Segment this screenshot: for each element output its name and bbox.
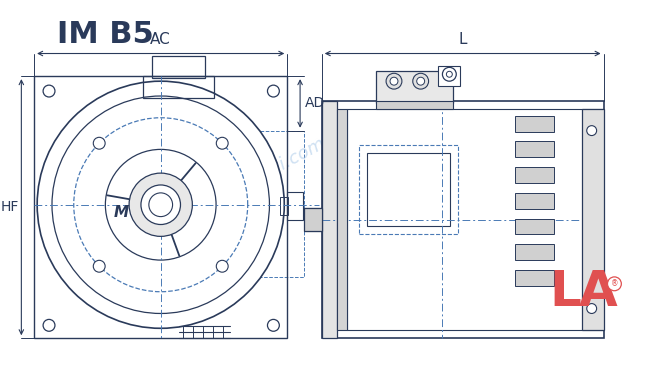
Bar xyxy=(143,76,214,98)
Bar xyxy=(515,244,554,260)
Text: www.jianghuaidianji.com: www.jianghuaidianji.com xyxy=(122,134,328,256)
Text: L: L xyxy=(458,32,467,47)
Circle shape xyxy=(267,85,280,97)
Text: IM B5: IM B5 xyxy=(57,20,153,49)
Circle shape xyxy=(587,304,597,314)
Circle shape xyxy=(141,185,181,224)
Circle shape xyxy=(94,137,105,149)
Text: L: L xyxy=(549,268,581,316)
Text: A: A xyxy=(579,268,617,316)
Text: HF: HF xyxy=(1,200,20,214)
Circle shape xyxy=(52,96,270,314)
Bar xyxy=(515,167,554,183)
Circle shape xyxy=(447,71,452,77)
Bar xyxy=(280,197,288,215)
Circle shape xyxy=(417,77,424,85)
Circle shape xyxy=(443,68,456,81)
Circle shape xyxy=(386,73,402,89)
Circle shape xyxy=(587,126,597,135)
Bar xyxy=(359,145,458,234)
Circle shape xyxy=(43,319,55,331)
Circle shape xyxy=(390,77,398,85)
Circle shape xyxy=(37,81,284,328)
Text: AC: AC xyxy=(150,32,171,47)
Bar xyxy=(515,142,554,157)
Bar xyxy=(515,219,554,234)
Text: ®: ® xyxy=(610,279,618,288)
Circle shape xyxy=(608,277,621,291)
Bar xyxy=(304,208,322,231)
Circle shape xyxy=(267,319,280,331)
Text: AD: AD xyxy=(305,96,325,110)
Bar xyxy=(322,101,604,338)
Circle shape xyxy=(105,149,216,260)
Circle shape xyxy=(43,85,55,97)
Bar xyxy=(582,109,604,330)
Circle shape xyxy=(94,260,105,272)
Bar xyxy=(367,153,450,227)
Bar xyxy=(376,101,453,109)
Circle shape xyxy=(413,73,428,89)
Bar xyxy=(322,101,337,338)
Circle shape xyxy=(149,193,173,216)
Circle shape xyxy=(129,173,192,237)
Bar xyxy=(376,71,453,103)
Circle shape xyxy=(216,260,228,272)
Text: M: M xyxy=(114,205,129,220)
Bar xyxy=(287,192,303,220)
Bar xyxy=(515,193,554,209)
Bar xyxy=(515,116,554,132)
Bar xyxy=(439,66,460,86)
Circle shape xyxy=(216,137,228,149)
Bar xyxy=(152,57,205,78)
Bar xyxy=(34,76,287,338)
Bar xyxy=(176,131,304,277)
Bar xyxy=(337,109,346,330)
Bar xyxy=(515,270,554,286)
